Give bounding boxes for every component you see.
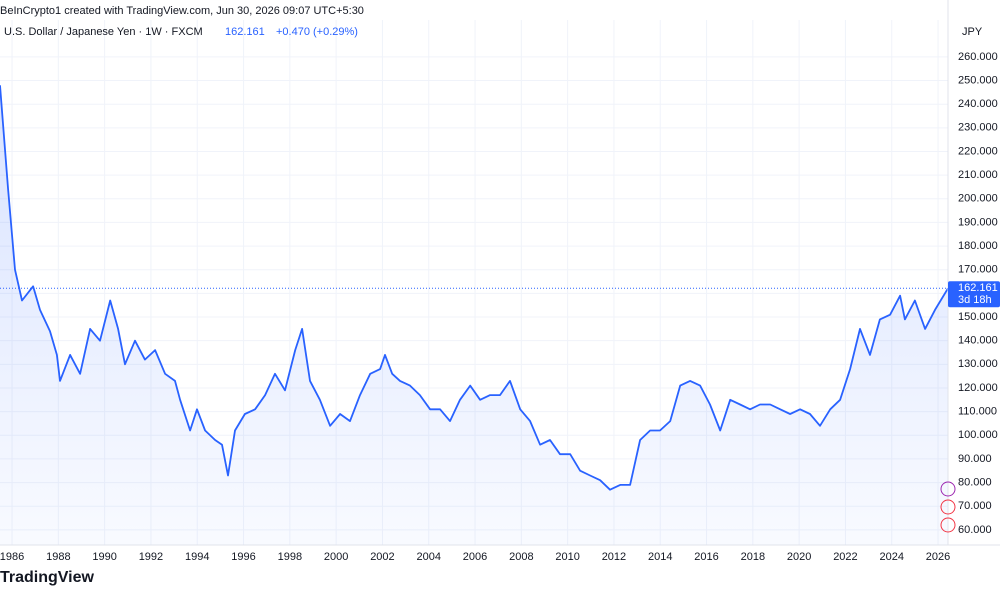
y-tick-label: 210.000 <box>958 169 998 181</box>
y-tick-label: 150.000 <box>958 311 998 323</box>
y-tick-label: 220.000 <box>958 145 998 157</box>
y-tick-label: 130.000 <box>958 358 998 370</box>
symbol: U.S. Dollar / Japanese Yen · 1W · FXCM <box>4 26 203 38</box>
y-tick-label: 180.000 <box>958 240 998 252</box>
credit: BeInCrypto1 created with TradingView.com… <box>0 5 364 17</box>
icon[interactable] <box>940 517 956 533</box>
x-tick-label: 2014 <box>648 551 672 563</box>
x-tick-label: 1996 <box>231 551 255 563</box>
y-tick-label: 80.000 <box>958 476 992 488</box>
y-tick-label: 110.000 <box>958 406 997 418</box>
y-tick-label: 60.000 <box>958 524 992 536</box>
change: +0.470 (+0.29%) <box>276 26 358 38</box>
y-tick-label: 140.000 <box>958 335 998 347</box>
x-tick-label: 2012 <box>602 551 626 563</box>
plot-layer <box>0 20 949 546</box>
x-tick-label: 1986 <box>0 551 24 563</box>
y-axis-label: JPY <box>962 26 983 38</box>
x-tick-label: 2018 <box>741 551 765 563</box>
countdown: 3d 18h <box>958 294 992 306</box>
x-tick-label: 2010 <box>555 551 579 563</box>
price-tag-label: 162.161 <box>958 282 998 294</box>
x-tick-label: 2008 <box>509 551 533 563</box>
y-tick-label: 260.000 <box>958 51 998 63</box>
x-tick-label: 1992 <box>139 551 163 563</box>
icon[interactable] <box>940 499 956 515</box>
x-tick-label: 2026 <box>926 551 950 563</box>
x-tick-label: 2002 <box>370 551 394 563</box>
x-tick-label: 2020 <box>787 551 811 563</box>
x-tick-label: 1994 <box>185 551 209 563</box>
y-tick-label: 120.000 <box>958 382 998 394</box>
y-tick-label: 70.000 <box>958 500 992 512</box>
y-tick-label: 100.000 <box>958 429 998 441</box>
price-line <box>0 85 949 491</box>
area <box>0 85 948 546</box>
logo: TradingView <box>0 569 95 586</box>
y-tick-label: 250.000 <box>958 74 998 86</box>
x-tick-label: 2004 <box>416 551 440 563</box>
y-tick-label: 240.000 <box>958 98 998 110</box>
x-tick-label: 2022 <box>833 551 857 563</box>
x-tick-label: 2016 <box>694 551 718 563</box>
y-tick-label: 90.000 <box>958 453 992 465</box>
x-tick-label: 1998 <box>278 551 302 563</box>
x-tick-label: 2024 <box>880 551 904 563</box>
price-tag <box>948 281 1000 308</box>
x-tick-label: 1988 <box>46 551 70 563</box>
y-tick-label: 200.000 <box>958 193 998 205</box>
y-tick-label: 230.000 <box>958 122 998 134</box>
y-tick-label: 190.000 <box>958 216 998 228</box>
x-tick-label: 1990 <box>92 551 116 563</box>
last-price: 162.161 <box>225 26 265 38</box>
y-tick-label: 170.000 <box>958 264 998 276</box>
icon[interactable] <box>940 481 956 497</box>
x-tick-label: 2006 <box>463 551 487 563</box>
x-tick-label: 2000 <box>324 551 348 563</box>
